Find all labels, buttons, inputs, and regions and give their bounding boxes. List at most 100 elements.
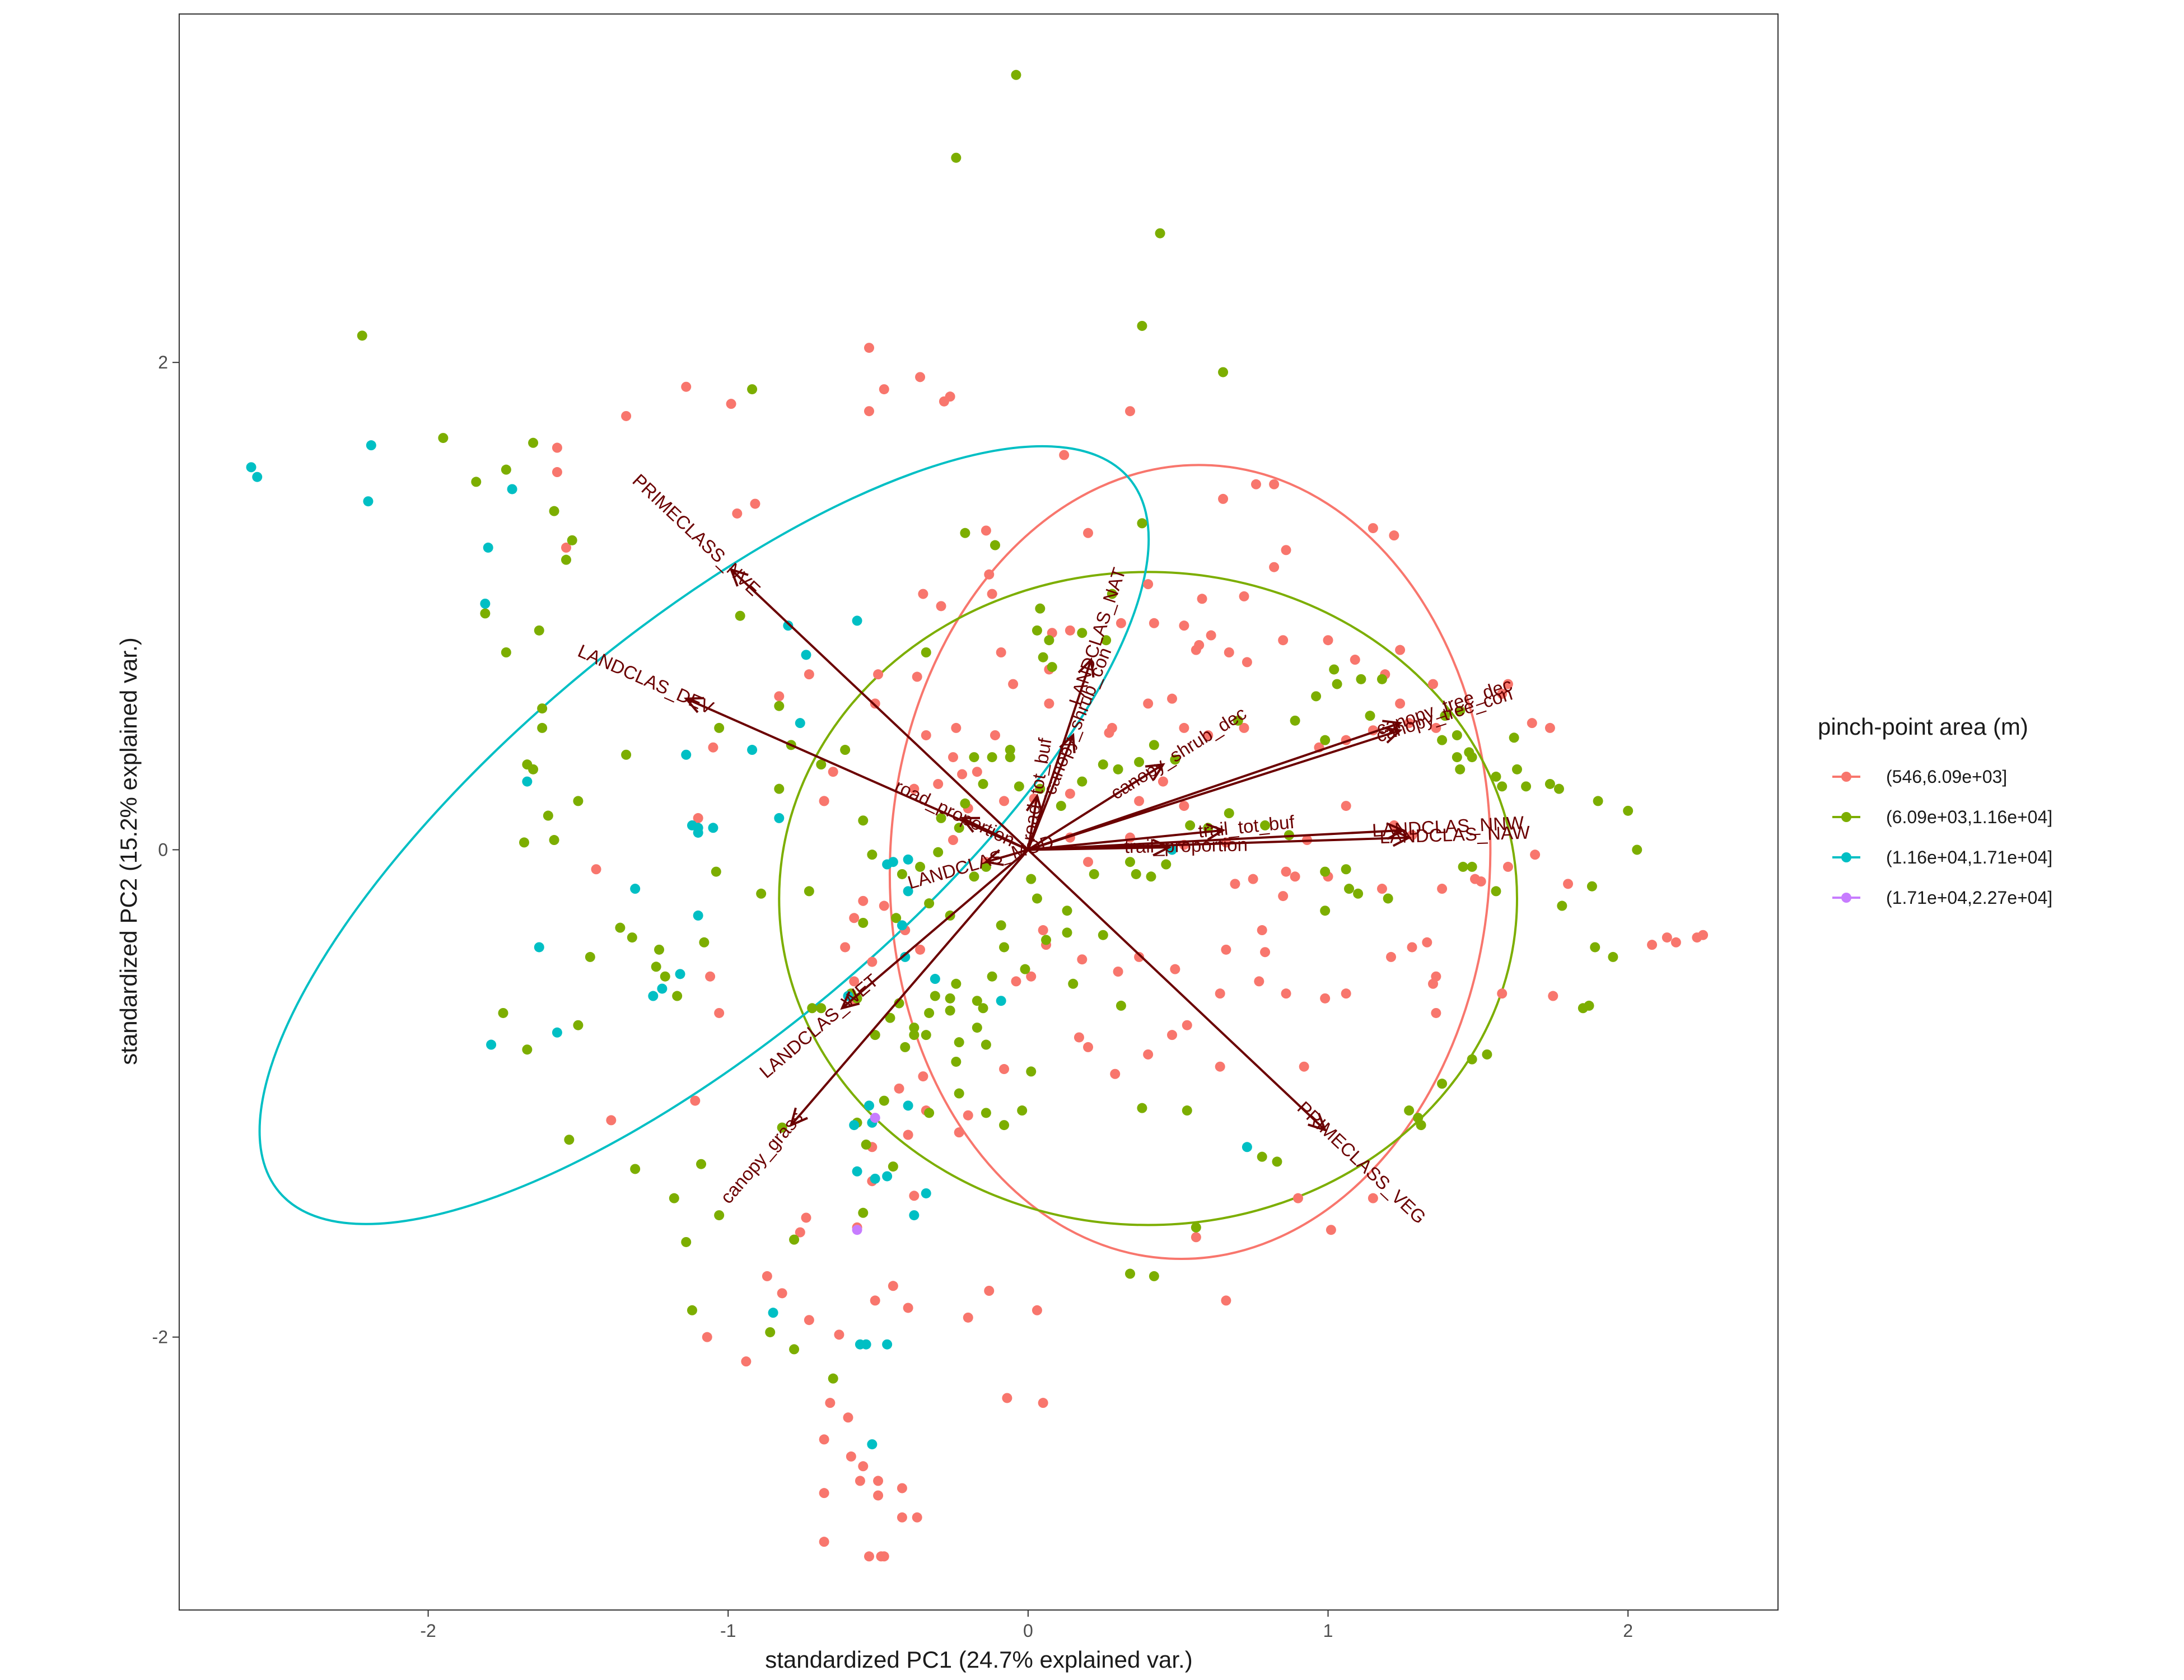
point-1-16e-04-1-71e-04 bbox=[903, 886, 913, 897]
point-546-6-09e-03 bbox=[1299, 1061, 1309, 1072]
point-546-6-09e-03 bbox=[1281, 866, 1291, 877]
point-6-09e-03-1-16e-04 bbox=[1026, 1066, 1037, 1077]
point-546-6-09e-03 bbox=[984, 569, 995, 580]
point-6-09e-03-1-16e-04 bbox=[498, 1007, 508, 1018]
point-546-6-09e-03 bbox=[1257, 925, 1267, 936]
point-1-16e-04-1-71e-04 bbox=[864, 1100, 874, 1111]
point-546-6-09e-03 bbox=[870, 1295, 880, 1306]
point-546-6-09e-03 bbox=[1376, 884, 1387, 894]
point-1-16e-04-1-71e-04 bbox=[486, 1039, 497, 1050]
point-546-6-09e-03 bbox=[1254, 976, 1264, 987]
point-546-6-09e-03 bbox=[1011, 976, 1021, 987]
point-546-6-09e-03 bbox=[1008, 679, 1019, 689]
data-points bbox=[246, 69, 1709, 1562]
point-6-09e-03-1-16e-04 bbox=[1134, 757, 1145, 767]
point-546-6-09e-03 bbox=[1341, 988, 1351, 999]
point-546-6-09e-03 bbox=[843, 1412, 853, 1423]
point-546-6-09e-03 bbox=[1278, 891, 1289, 902]
arrowhead-primeclass-nve bbox=[729, 567, 749, 587]
point-546-6-09e-03 bbox=[552, 442, 562, 453]
point-546-6-09e-03 bbox=[903, 1303, 913, 1313]
point-6-09e-03-1-16e-04 bbox=[1320, 735, 1331, 745]
point-6-09e-03-1-16e-04 bbox=[972, 996, 982, 1006]
point-546-6-09e-03 bbox=[1206, 630, 1216, 641]
point-6-09e-03-1-16e-04 bbox=[774, 701, 785, 711]
point-546-6-09e-03 bbox=[1134, 951, 1145, 962]
point-546-6-09e-03 bbox=[972, 767, 982, 777]
point-6-09e-03-1-16e-04 bbox=[585, 951, 595, 962]
point-6-09e-03-1-16e-04 bbox=[1224, 808, 1234, 819]
point-546-6-09e-03 bbox=[849, 913, 860, 923]
point-6-09e-03-1-16e-04 bbox=[714, 722, 725, 733]
arrow-landclas-dev bbox=[685, 697, 1029, 851]
point-6-09e-03-1-16e-04 bbox=[1005, 745, 1015, 755]
arrow-label-landclas-naw: LANDCLAS_NAW bbox=[1379, 822, 1530, 847]
point-6-09e-03-1-16e-04 bbox=[543, 810, 553, 821]
point-546-6-09e-03 bbox=[1476, 876, 1486, 887]
arrow-canopy-grass bbox=[790, 849, 1029, 1126]
point-546-6-09e-03 bbox=[825, 1398, 836, 1408]
point-6-09e-03-1-16e-04 bbox=[900, 1042, 911, 1052]
point-6-09e-03-1-16e-04 bbox=[1056, 801, 1066, 811]
point-546-6-09e-03 bbox=[705, 971, 716, 982]
point-6-09e-03-1-16e-04 bbox=[1137, 320, 1147, 331]
point-546-6-09e-03 bbox=[1149, 618, 1159, 628]
point-6-09e-03-1-16e-04 bbox=[1586, 881, 1597, 892]
point-546-6-09e-03 bbox=[873, 669, 884, 680]
point-546-6-09e-03 bbox=[1320, 993, 1331, 1004]
point-546-6-09e-03 bbox=[1527, 718, 1537, 729]
point-6-09e-03-1-16e-04 bbox=[924, 1007, 935, 1018]
arrowhead-landclas-nnw bbox=[1386, 822, 1406, 840]
point-546-6-09e-03 bbox=[1548, 991, 1558, 1001]
point-6-09e-03-1-16e-04 bbox=[1437, 1079, 1448, 1089]
point-546-6-09e-03 bbox=[1215, 1061, 1225, 1072]
point-6-09e-03-1-16e-04 bbox=[471, 477, 482, 487]
point-546-6-09e-03 bbox=[957, 769, 968, 780]
point-546-6-09e-03 bbox=[915, 372, 926, 382]
point-546-6-09e-03 bbox=[1326, 1225, 1336, 1235]
point-546-6-09e-03 bbox=[1026, 971, 1037, 982]
point-6-09e-03-1-16e-04 bbox=[1149, 740, 1159, 750]
point-546-6-09e-03 bbox=[948, 835, 958, 846]
legend-key-dot-2 bbox=[1841, 812, 1851, 822]
point-6-09e-03-1-16e-04 bbox=[945, 993, 955, 1004]
arrow-canopy-tree-dec bbox=[1028, 722, 1401, 851]
point-1-16e-04-1-71e-04 bbox=[882, 1339, 893, 1350]
point-1-16e-04-1-71e-04 bbox=[252, 472, 263, 482]
point-6-09e-03-1-16e-04 bbox=[858, 917, 869, 928]
legend-title: pinch-point area (m) bbox=[1818, 713, 2028, 740]
point-6-09e-03-1-16e-04 bbox=[1491, 771, 1501, 782]
point-6-09e-03-1-16e-04 bbox=[999, 942, 1010, 953]
point-6-09e-03-1-16e-04 bbox=[1467, 1054, 1477, 1065]
point-546-6-09e-03 bbox=[1431, 1007, 1441, 1018]
point-6-09e-03-1-16e-04 bbox=[537, 722, 548, 733]
point-6-09e-03-1-16e-04 bbox=[1137, 1103, 1147, 1113]
point-6-09e-03-1-16e-04 bbox=[816, 759, 827, 770]
point-1-16e-04-1-71e-04 bbox=[657, 983, 668, 994]
point-6-09e-03-1-16e-04 bbox=[1233, 715, 1243, 726]
point-546-6-09e-03 bbox=[1197, 594, 1207, 604]
point-546-6-09e-03 bbox=[879, 900, 889, 911]
x-tick-label: 2 bbox=[1623, 1621, 1633, 1641]
point-546-6-09e-03 bbox=[864, 406, 874, 417]
point-6-09e-03-1-16e-04 bbox=[1149, 1271, 1159, 1281]
point-6-09e-03-1-16e-04 bbox=[978, 778, 988, 789]
point-546-6-09e-03 bbox=[951, 722, 962, 733]
point-6-09e-03-1-16e-04 bbox=[954, 823, 964, 833]
point-546-6-09e-03 bbox=[1281, 988, 1291, 999]
point-6-09e-03-1-16e-04 bbox=[897, 869, 907, 879]
point-1-16e-04-1-71e-04 bbox=[681, 749, 692, 760]
point-6-09e-03-1-16e-04 bbox=[1185, 820, 1196, 830]
point-546-6-09e-03 bbox=[1065, 788, 1075, 799]
arrow-label-canopy-shrub-dec: canopy_shrub_dec bbox=[1107, 702, 1250, 803]
point-546-6-09e-03 bbox=[834, 1329, 844, 1340]
point-546-6-09e-03 bbox=[1242, 657, 1252, 668]
point-546-6-09e-03 bbox=[918, 589, 928, 599]
confidence-ellipses bbox=[258, 445, 1518, 1261]
point-6-09e-03-1-16e-04 bbox=[1458, 861, 1468, 872]
point-1-16e-04-1-71e-04 bbox=[363, 496, 374, 507]
point-6-09e-03-1-16e-04 bbox=[981, 1108, 991, 1118]
point-6-09e-03-1-16e-04 bbox=[1404, 1105, 1415, 1116]
point-6-09e-03-1-16e-04 bbox=[1161, 859, 1172, 870]
point-6-09e-03-1-16e-04 bbox=[990, 540, 1000, 550]
